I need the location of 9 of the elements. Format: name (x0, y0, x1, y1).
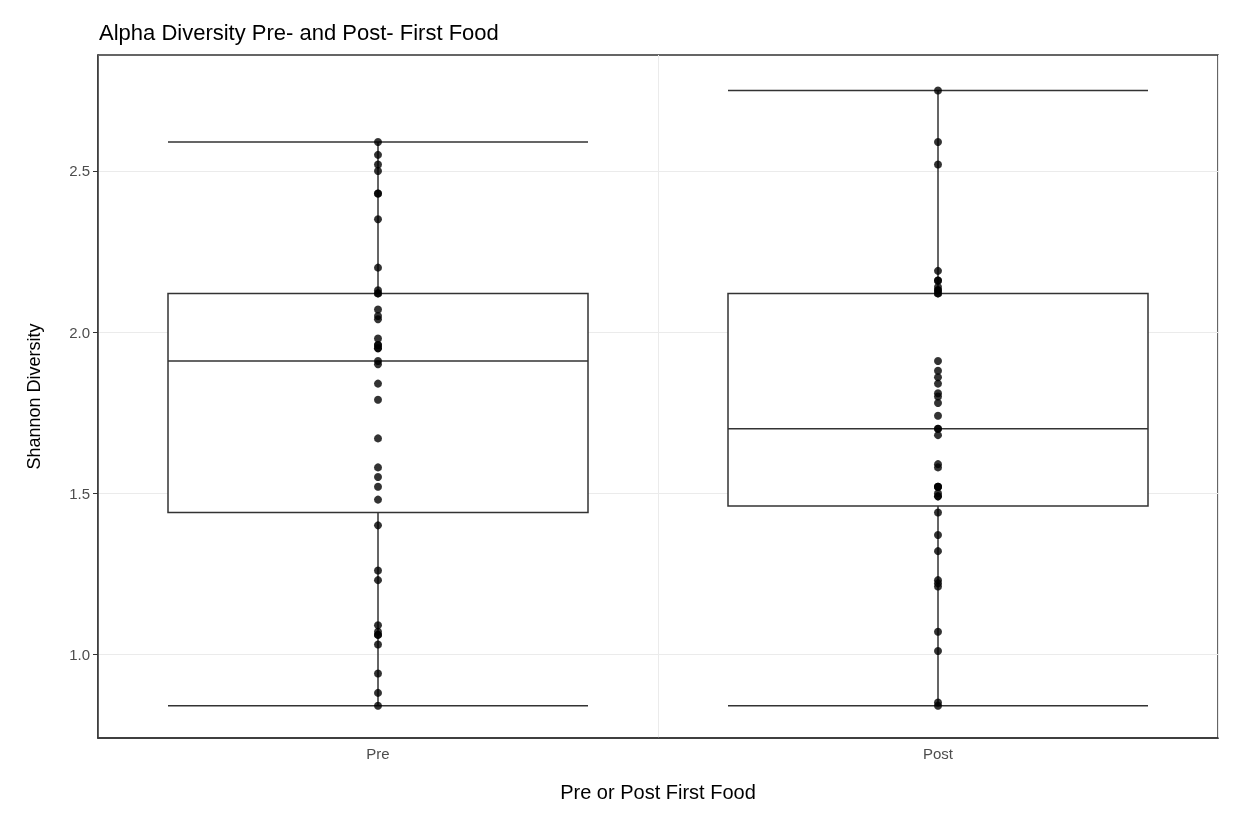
x-axis-title: Pre or Post First Food (560, 781, 756, 803)
y-tick-label: 2.0 (69, 323, 90, 341)
chart-title: Alpha Diversity Pre- and Post- First Food (99, 19, 499, 45)
y-tick-label: 1.5 (69, 484, 90, 502)
x-tick-label: Post (922, 745, 954, 762)
y-tick-label: 2.5 (69, 162, 90, 180)
x-tick-label: Pre (366, 745, 390, 762)
y-tick-label: 1.0 (69, 645, 90, 663)
y-axis-title: Shannon Diversity (24, 323, 44, 470)
